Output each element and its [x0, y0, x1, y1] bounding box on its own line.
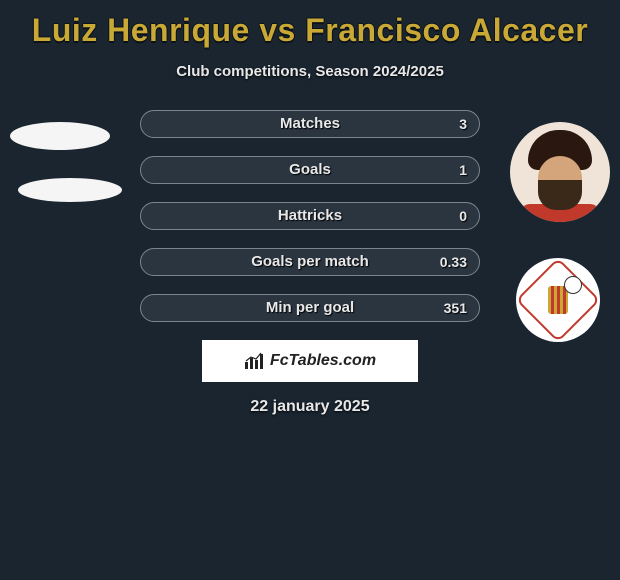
stat-value-p2: 1 [459, 156, 467, 184]
branding-text: FcTables.com [270, 352, 376, 370]
stat-label: Min per goal [141, 294, 479, 322]
stat-value-p2: 0 [459, 202, 467, 230]
stat-row: Goals per match 0.33 [0, 248, 620, 276]
bar-chart-icon [244, 352, 264, 370]
stat-row: Min per goal 351 [0, 294, 620, 322]
stats-container: Matches 3 Goals 1 Hattricks 0 Goals per … [0, 110, 620, 322]
stat-bar: Min per goal 351 [140, 294, 480, 322]
stat-label: Matches [141, 110, 479, 138]
stat-row: Matches 3 [0, 110, 620, 138]
stat-label: Hattricks [141, 202, 479, 230]
branding-badge: FcTables.com [202, 340, 418, 382]
stat-label: Goals [141, 156, 479, 184]
stat-bar: Goals per match 0.33 [140, 248, 480, 276]
stat-value-p2: 3 [459, 110, 467, 138]
stat-label: Goals per match [141, 248, 479, 276]
subtitle: Club competitions, Season 2024/2025 [0, 63, 620, 80]
stat-bar: Goals 1 [140, 156, 480, 184]
stat-value-p2: 0.33 [440, 248, 467, 276]
stat-bar: Hattricks 0 [140, 202, 480, 230]
date-label: 22 january 2025 [0, 398, 620, 416]
stat-bar: Matches 3 [140, 110, 480, 138]
stat-row: Hattricks 0 [0, 202, 620, 230]
stat-row: Goals 1 [0, 156, 620, 184]
page-title: Luiz Henrique vs Francisco Alcacer [0, 0, 620, 49]
stat-value-p2: 351 [444, 294, 467, 322]
